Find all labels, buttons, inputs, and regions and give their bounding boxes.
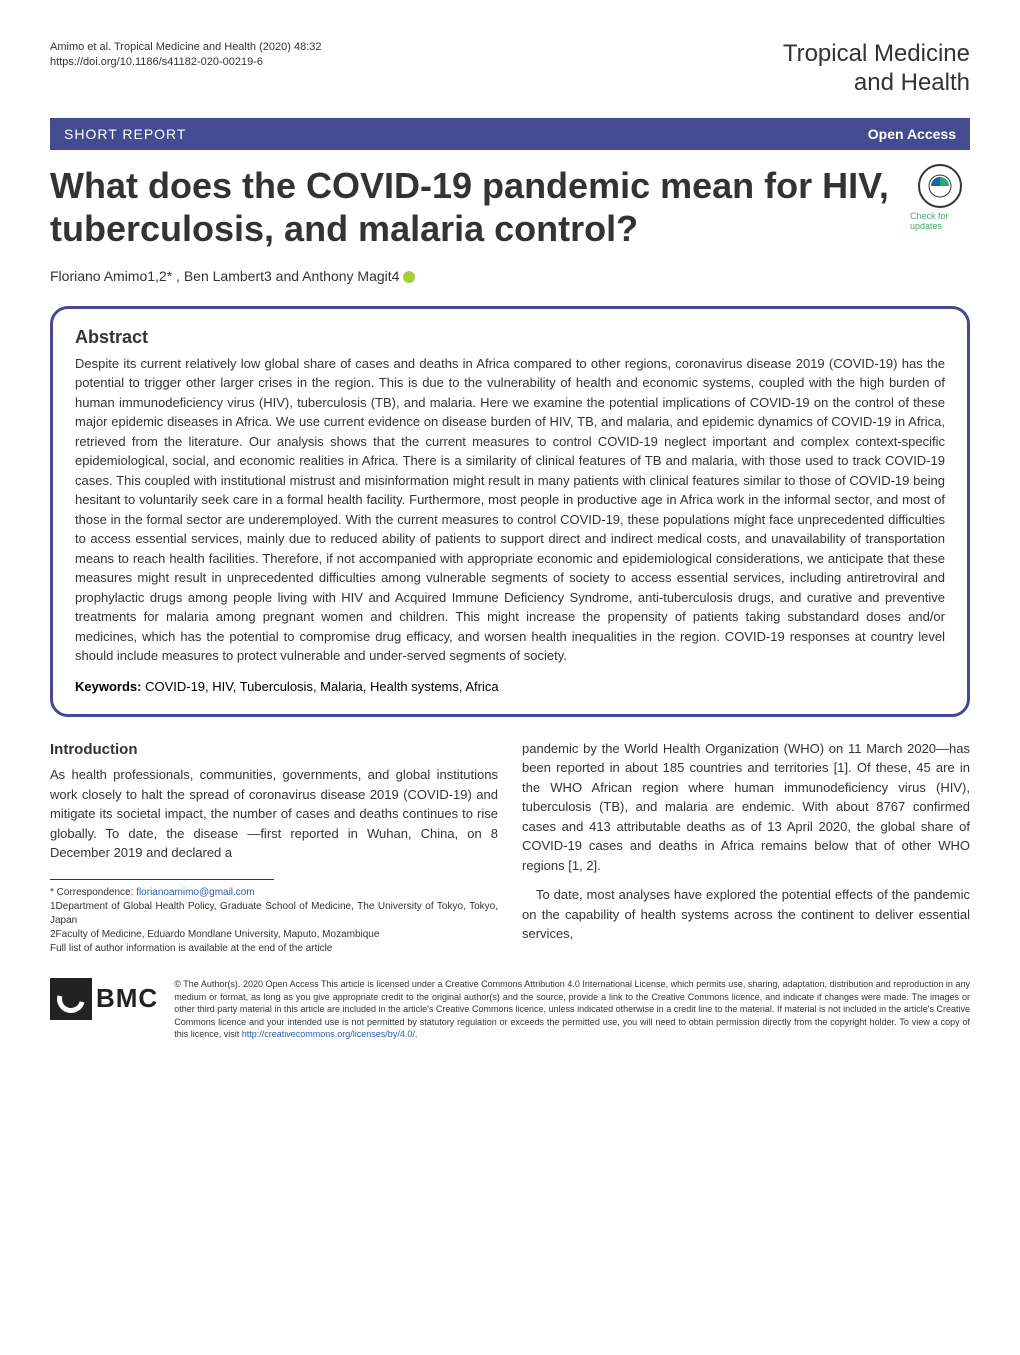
correspondence-email[interactable]: florianoamimo@gmail.com: [136, 887, 255, 898]
check-for-updates-badge[interactable]: Check for updates: [910, 164, 970, 234]
column-right: pandemic by the World Health Organizatio…: [522, 739, 970, 956]
journal-name-1: Tropical Medicine: [783, 40, 970, 69]
correspondence-label: * Correspondence:: [50, 887, 136, 898]
keywords-label: Keywords:: [75, 679, 145, 694]
license-url[interactable]: http://creativecommons.org/licenses/by/4…: [242, 1029, 415, 1039]
footer: BMC © The Author(s). 2020 Open Access Th…: [50, 978, 970, 1041]
journal-name-2: and Health: [783, 69, 970, 98]
full-list-note: Full list of author information is avail…: [50, 942, 498, 956]
affiliation-2: 2Faculty of Medicine, Eduardo Mondlane U…: [50, 928, 498, 942]
check-updates-text: Check for updates: [910, 211, 970, 231]
abstract-text: Despite its current relatively low globa…: [75, 354, 945, 666]
keywords-line: Keywords: COVID-19, HIV, Tuberculosis, M…: [75, 678, 945, 696]
article-title: What does the COVID-19 pandemic mean for…: [50, 164, 910, 250]
article-type: SHORT REPORT: [64, 126, 186, 142]
journal-title: Tropical Medicine and Health: [783, 40, 970, 98]
footnote-divider: [50, 879, 274, 880]
intro-paragraph-1: As health professionals, communities, go…: [50, 765, 498, 863]
orcid-icon[interactable]: [403, 271, 415, 283]
license-block: © The Author(s). 2020 Open Access This a…: [174, 978, 970, 1041]
citation-line-1: Amimo et al. Tropical Medicine and Healt…: [50, 40, 321, 55]
intro-paragraph-2: pandemic by the World Health Organizatio…: [522, 739, 970, 876]
intro-paragraph-3: To date, most analyses have explored the…: [522, 885, 970, 944]
footnotes: * Correspondence: florianoamimo@gmail.co…: [50, 886, 498, 956]
correspondence-line: * Correspondence: florianoamimo@gmail.co…: [50, 886, 498, 900]
affiliation-1: 1Department of Global Health Policy, Gra…: [50, 900, 498, 928]
citation-block: Amimo et al. Tropical Medicine and Healt…: [50, 40, 321, 71]
bmc-text: BMC: [96, 983, 158, 1014]
authors-text: Floriano Amimo1,2* , Ben Lambert3 and An…: [50, 268, 399, 284]
open-access-label: Open Access: [868, 126, 956, 142]
crossmark-icon: [918, 164, 962, 208]
header-row: Amimo et al. Tropical Medicine and Healt…: [50, 40, 970, 98]
introduction-heading: Introduction: [50, 739, 498, 762]
bmc-logo: BMC: [50, 978, 158, 1020]
bmc-icon: [50, 978, 92, 1020]
body-columns: Introduction As health professionals, co…: [50, 739, 970, 956]
abstract-box: Abstract Despite its current relatively …: [50, 306, 970, 717]
keywords-values: COVID-19, HIV, Tuberculosis, Malaria, He…: [145, 679, 499, 694]
authors-line: Floriano Amimo1,2* , Ben Lambert3 and An…: [50, 268, 970, 284]
title-row: What does the COVID-19 pandemic mean for…: [50, 164, 970, 250]
abstract-heading: Abstract: [75, 327, 945, 348]
article-type-banner: SHORT REPORT Open Access: [50, 118, 970, 150]
citation-line-2: https://doi.org/10.1186/s41182-020-00219…: [50, 55, 321, 70]
column-left: Introduction As health professionals, co…: [50, 739, 498, 956]
